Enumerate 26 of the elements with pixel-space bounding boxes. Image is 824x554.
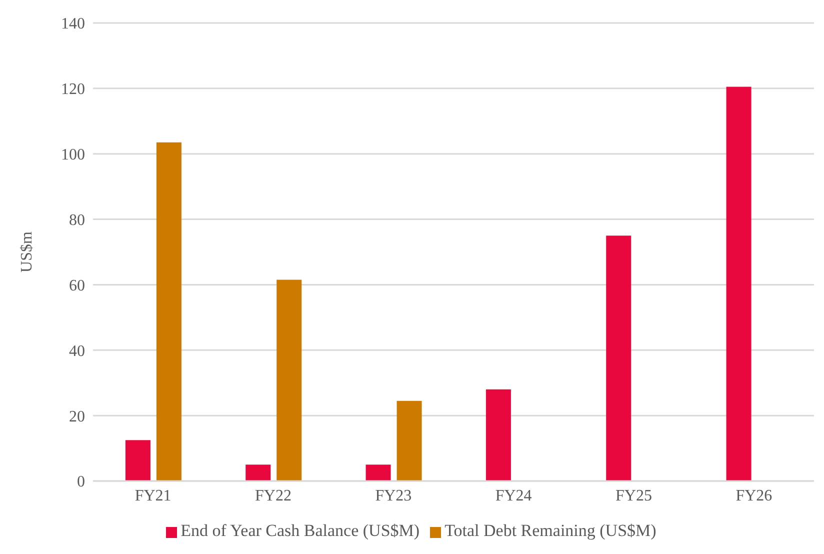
bar [396,400,422,481]
y-tick-label: 0 [77,474,85,491]
y-tick-label: 120 [61,81,85,98]
y-tick-label: 100 [61,146,85,164]
bar [486,389,511,481]
y-tick-label: 20 [69,408,85,426]
x-tick-label: FY21 [134,487,172,504]
legend-label: End of Year Cash Balance (US$M) [180,521,420,540]
x-tick-label: FY22 [255,487,292,504]
bar [125,440,150,481]
x-tick-label: FY24 [495,487,532,504]
x-tick-label: FY26 [736,487,772,504]
y-tick-label: 80 [69,212,85,229]
bar [156,142,182,481]
bar [726,86,752,481]
x-tick-label: FY25 [616,487,652,504]
bar [246,464,271,481]
y-tick-label: 140 [61,16,85,33]
y-tick-label: 60 [69,277,85,294]
bar [366,464,391,481]
legend-label: Total Debt Remaining (US$M) [444,521,656,540]
bar [276,280,302,481]
bar [606,236,632,481]
x-tick-label: FY23 [375,487,412,504]
y-axis-title: US$m [18,231,36,272]
y-tick-label: 40 [69,342,85,360]
